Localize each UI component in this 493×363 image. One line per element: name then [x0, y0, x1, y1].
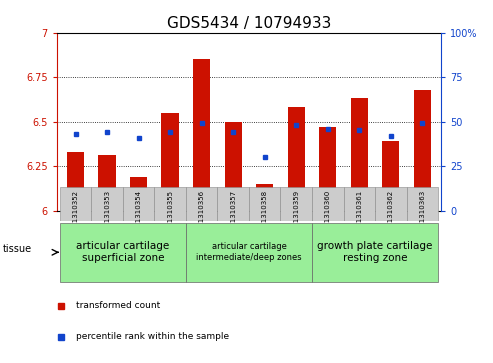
- Bar: [162, 113, 179, 211]
- Text: GSM1310362: GSM1310362: [388, 190, 394, 237]
- FancyBboxPatch shape: [281, 187, 312, 221]
- Text: tissue: tissue: [2, 244, 32, 254]
- FancyBboxPatch shape: [312, 187, 344, 221]
- Text: GSM1310361: GSM1310361: [356, 190, 362, 237]
- FancyBboxPatch shape: [91, 187, 123, 221]
- Text: transformed count: transformed count: [76, 301, 160, 310]
- Text: GSM1310354: GSM1310354: [136, 190, 141, 237]
- Bar: [99, 155, 116, 211]
- FancyBboxPatch shape: [344, 187, 375, 221]
- FancyBboxPatch shape: [60, 223, 186, 282]
- FancyBboxPatch shape: [60, 187, 91, 221]
- Text: percentile rank within the sample: percentile rank within the sample: [76, 332, 229, 341]
- FancyBboxPatch shape: [186, 187, 217, 221]
- FancyBboxPatch shape: [123, 187, 154, 221]
- Bar: [414, 90, 431, 211]
- Text: GSM1310363: GSM1310363: [420, 190, 425, 237]
- Bar: [319, 127, 336, 211]
- FancyBboxPatch shape: [312, 223, 438, 282]
- Bar: [67, 152, 84, 211]
- FancyBboxPatch shape: [186, 223, 312, 282]
- Text: GSM1310359: GSM1310359: [293, 190, 299, 237]
- Bar: [193, 59, 211, 211]
- Text: GSM1310353: GSM1310353: [104, 190, 110, 237]
- Bar: [130, 177, 147, 211]
- Bar: [256, 184, 274, 211]
- FancyBboxPatch shape: [154, 187, 186, 221]
- FancyBboxPatch shape: [407, 187, 438, 221]
- Text: articular cartilage
intermediate/deep zones: articular cartilage intermediate/deep zo…: [196, 242, 302, 262]
- Bar: [351, 98, 368, 211]
- Text: growth plate cartilage
resting zone: growth plate cartilage resting zone: [317, 241, 433, 264]
- Text: GDS5434 / 10794933: GDS5434 / 10794933: [167, 16, 331, 31]
- Text: GSM1310355: GSM1310355: [167, 190, 173, 237]
- Text: GSM1310352: GSM1310352: [72, 190, 78, 237]
- Text: GSM1310360: GSM1310360: [325, 190, 331, 237]
- FancyBboxPatch shape: [375, 187, 407, 221]
- Text: articular cartilage
superficial zone: articular cartilage superficial zone: [76, 241, 170, 264]
- Bar: [224, 122, 242, 211]
- FancyBboxPatch shape: [249, 187, 281, 221]
- Text: GSM1310358: GSM1310358: [262, 190, 268, 237]
- Text: GSM1310356: GSM1310356: [199, 190, 205, 237]
- FancyBboxPatch shape: [217, 187, 249, 221]
- Bar: [382, 141, 399, 211]
- Text: GSM1310357: GSM1310357: [230, 190, 236, 237]
- Bar: [287, 107, 305, 211]
